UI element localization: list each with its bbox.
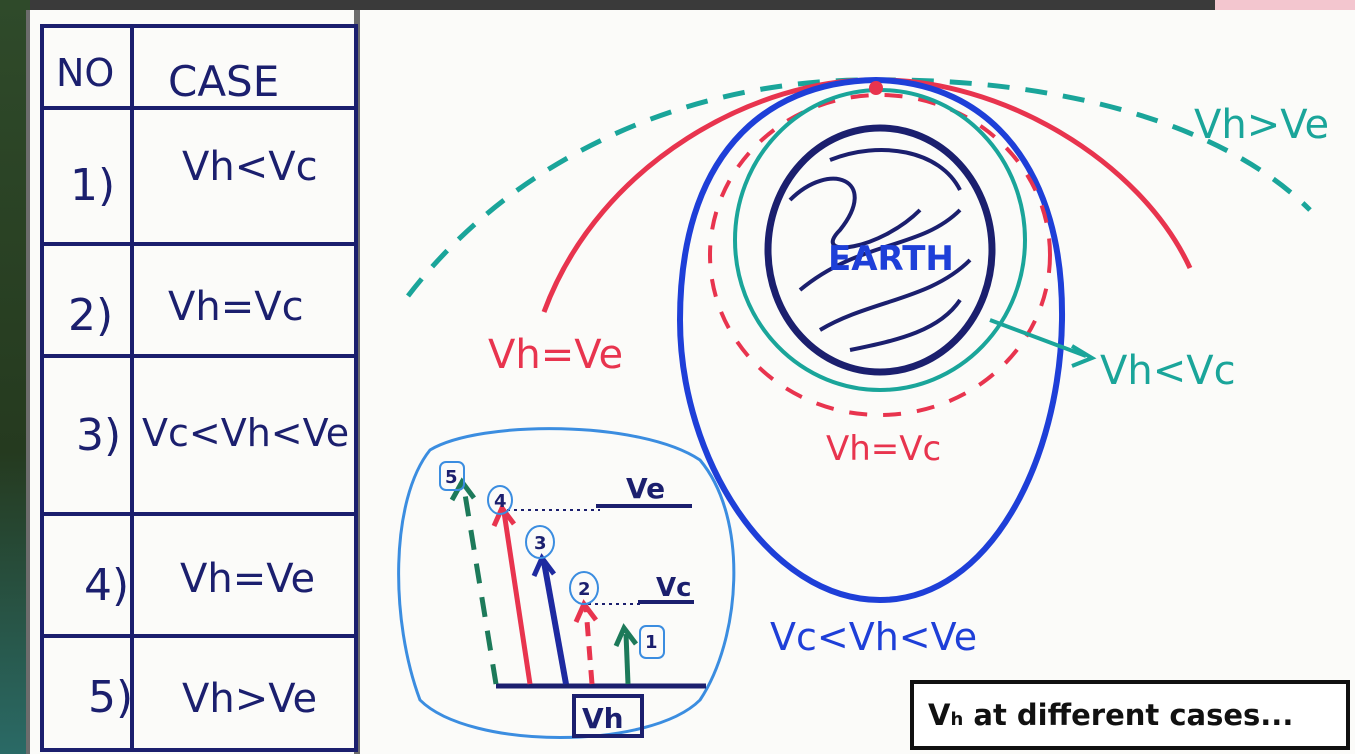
table-row-no: 1): [70, 160, 115, 211]
earth-label: EARTH: [828, 239, 954, 279]
label-circular: Vh=Vc: [826, 429, 941, 469]
left-background-strip: [0, 0, 30, 754]
table-row-case: Vh=Vc: [168, 284, 304, 330]
ellipse-path: [676, 76, 1066, 604]
table-row-no: 4): [84, 560, 129, 611]
arrow-4: [501, 511, 533, 685]
arrow-2-head: [573, 599, 598, 624]
marker-1: 1: [645, 632, 658, 653]
label-hyperbola: Vh>Ve: [1194, 102, 1329, 148]
table-row-no: 2): [68, 290, 113, 341]
arrow-4-head: [491, 503, 516, 528]
launch-point: [869, 81, 883, 95]
velocity-inset: 1 2 3 4 5 Ve Vc Vh: [397, 427, 736, 739]
arrow-5: [461, 487, 499, 685]
table-row-case: Vh>Ve: [182, 676, 317, 722]
arrow-3: [541, 561, 569, 685]
caption-sub: h: [950, 708, 964, 730]
table-row-no: 5): [88, 672, 133, 723]
inset-ve-label: Ve: [626, 472, 665, 505]
arrow-2: [583, 607, 595, 685]
pointer-arrow-head: [1070, 344, 1097, 368]
table-header-no: NO: [56, 51, 114, 95]
label-below-circular: Vh<Vc: [1100, 348, 1236, 394]
arrow-1: [623, 633, 631, 685]
caption-main: V: [928, 698, 951, 732]
table-header-case: CASE: [168, 57, 279, 106]
table-row-case: Vh=Ve: [180, 556, 315, 602]
arrow-1-head: [613, 623, 638, 648]
marker-2: 2: [578, 579, 591, 600]
pointer-arrow: [989, 318, 1087, 358]
circular-orbit-path: [708, 93, 1052, 417]
label-parabola: Vh=Ve: [488, 332, 623, 378]
table-row-no: 3): [76, 410, 121, 461]
table-row-case: Vc<Vh<Ve: [142, 411, 349, 455]
caption-rest: at different cases...: [963, 698, 1294, 732]
inset-vh-box: [572, 694, 644, 738]
inset-vh-label: Vh: [582, 702, 624, 735]
earth: EARTH: [764, 124, 996, 376]
marker-5: 5: [445, 467, 458, 488]
inset-vc-label: Vc: [656, 573, 692, 603]
label-ellipse: Vc<Vh<Ve: [770, 615, 977, 659]
table-row-case: Vh<Vc: [182, 144, 318, 190]
arrow-5-head: [449, 477, 476, 502]
marker-4: 4: [494, 491, 507, 512]
marker-3: 3: [534, 533, 547, 554]
cases-table-panel: [26, 10, 360, 754]
inset-outline: [397, 427, 736, 739]
